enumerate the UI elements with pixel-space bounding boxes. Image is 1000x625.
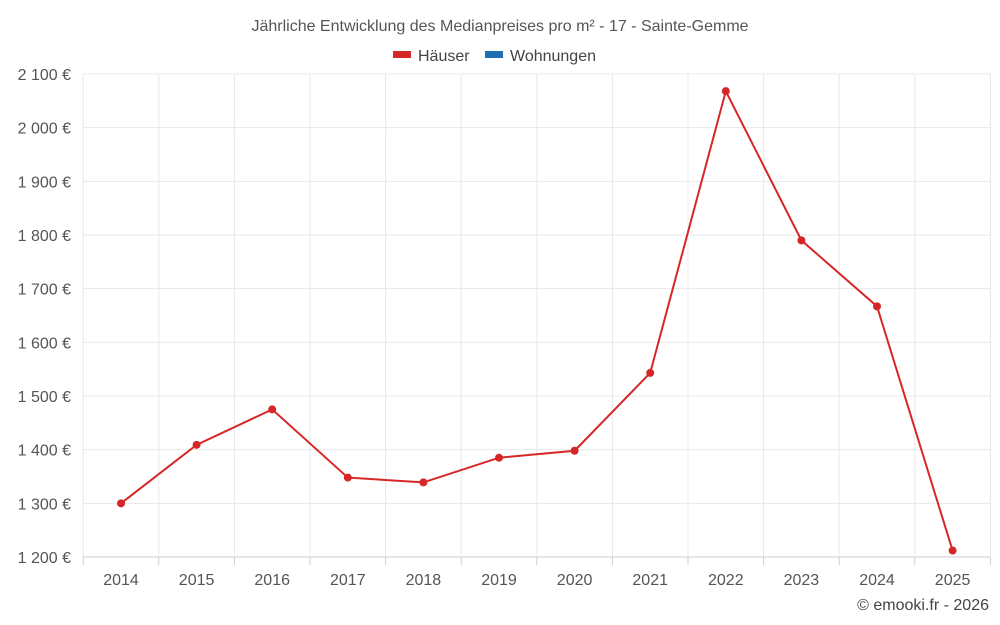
legend-label-wohnungen[interactable]: Wohnungen (510, 48, 596, 65)
data-point[interactable] (495, 453, 503, 462)
y-axis: 1 200 € 1 300 € 1 400 € 1 500 € 1 600 € 1 700… (18, 67, 71, 567)
chart-title: Jährliche Entwicklung des Medianpreises … (251, 18, 748, 35)
x-tick-label: 2019 (481, 572, 517, 589)
y-tick-label: 1 900 € (18, 174, 71, 191)
series-line (120, 88, 954, 551)
data-point[interactable] (873, 302, 881, 311)
footer-copyright: © emooki.fr - 2026 (857, 597, 989, 614)
legend-label-haeuser[interactable]: Häuser (418, 48, 470, 65)
data-point[interactable] (570, 446, 579, 455)
x-tick-label: 2025 (935, 572, 971, 589)
x-tick-label: 2022 (708, 572, 744, 589)
data-point[interactable] (797, 236, 806, 245)
legend[interactable]: Häuser Wohnungen (393, 48, 596, 65)
y-tick-label: 1 600 € (18, 335, 71, 352)
data-point[interactable] (646, 368, 655, 377)
legend-swatch-haeuser[interactable] (393, 51, 411, 58)
data-point[interactable] (948, 546, 957, 555)
y-tick-label: 2 000 € (18, 121, 71, 138)
y-tick-label: 1 200 € (18, 550, 71, 567)
data-point[interactable] (117, 499, 125, 508)
x-tick-label: 2020 (557, 572, 593, 589)
legend-swatch-wohnungen[interactable] (485, 51, 503, 58)
gridlines (82, 73, 991, 558)
x-axis: 2014 2015 2016 2017 2018 2019 2020 2021 2022 2023… (82, 557, 991, 589)
data-point[interactable] (721, 87, 730, 96)
x-tick-label: 2018 (406, 572, 442, 589)
series-haeuser (117, 87, 957, 555)
y-tick-label: 1 700 € (18, 282, 71, 299)
x-tick-label: 2024 (859, 572, 895, 589)
data-point[interactable] (192, 440, 201, 449)
y-tick-label: 1 300 € (18, 496, 71, 513)
x-tick-label: 2016 (254, 572, 290, 589)
y-tick-label: 1 500 € (18, 389, 71, 406)
x-tick-label: 2014 (103, 572, 139, 589)
data-point[interactable] (268, 405, 277, 414)
y-tick-label: 1 400 € (18, 443, 71, 460)
data-point[interactable] (343, 473, 352, 482)
x-tick-label: 2015 (179, 572, 215, 589)
x-tick-label: 2023 (784, 572, 820, 589)
x-tick-label: 2021 (632, 572, 668, 589)
y-tick-label: 2 100 € (18, 67, 71, 84)
x-tick-label: 2017 (330, 572, 366, 589)
y-tick-label: 1 800 € (18, 228, 71, 245)
data-point[interactable] (419, 478, 428, 487)
